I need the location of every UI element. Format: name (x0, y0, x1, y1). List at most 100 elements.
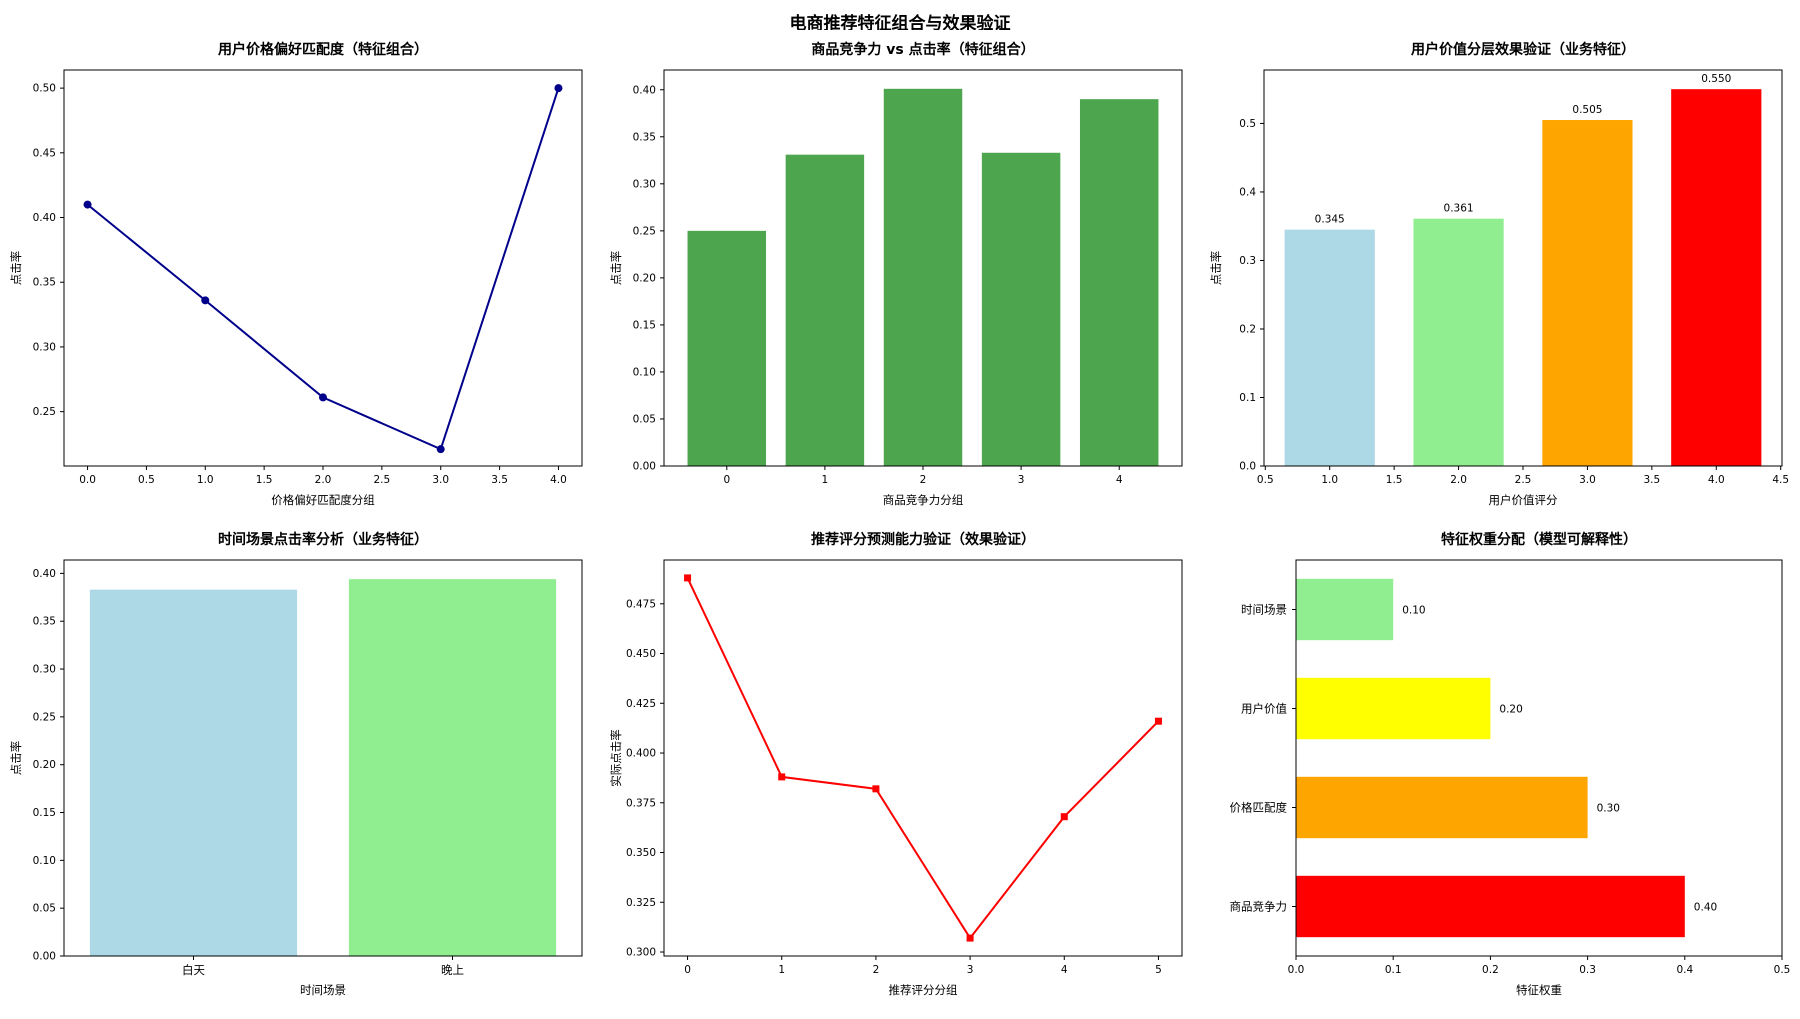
subplot-title: 推荐评分预测能力验证（效果验证） (811, 531, 1035, 548)
x-axis-label: 价格偏好匹配度分组 (271, 493, 375, 507)
x-tick-label-4: 4 (1061, 964, 1068, 976)
chart-feature-weights-bar-label-1: 0.20 (1499, 704, 1522, 716)
chart-rating-prediction-marker-4 (1060, 813, 1068, 821)
y-tick-label-3: 0.40 (33, 212, 56, 224)
y-axis-label: 点击率 (9, 251, 23, 286)
chart-feature-weights-bar-3 (1296, 875, 1685, 938)
x-tick-label-2: 1.0 (197, 474, 214, 486)
chart-user-value-bar-label-2: 0.505 (1572, 104, 1602, 116)
y-axis-label: 点击率 (9, 741, 23, 776)
y-tick-label-5: 0.5 (1239, 118, 1256, 130)
chart-price-preference-marker-2 (319, 393, 327, 402)
subplot-title: 用户价值分层效果验证（业务特征） (1411, 41, 1635, 58)
chart-user-value-bar-0 (1284, 229, 1375, 466)
subplot-feature-weights: 时间场景 0.10 用户价值 0.20 价格匹配度 0.30 商品竞争力 0.40 0.0 0.1… (1200, 520, 1800, 1010)
chart-price-preference: 0.0 0.5 1.0 1.5 2.0 2.5 3.0 3.5 4.0 0.25 0.30 0.35 0… (9, 41, 583, 507)
y-tick-label-7: 0.35 (633, 131, 656, 143)
y-tick-label-5: 0.50 (33, 83, 56, 95)
y-tick-label-6: 0.450 (626, 648, 656, 660)
chart-competitiveness: 0 1 2 3 4 0.00 0.05 0.10 0.15 0.20 0.25 0.30 0.35 0.4… (609, 41, 1183, 507)
chart-feature-weights-bar-label-0: 0.10 (1402, 605, 1425, 617)
chart-price-preference-marker-0 (83, 200, 92, 209)
chart-rating-prediction-marker-3 (966, 934, 974, 942)
x-axis-label: 推荐评分分组 (889, 983, 958, 997)
chart-user-value-bar-2 (1542, 120, 1633, 466)
x-tick-label-0: 0.0 (79, 474, 96, 486)
y-axis-label: 点击率 (609, 251, 623, 286)
chart-user-value-bar-3 (1671, 89, 1762, 467)
x-tick-label-2: 2 (920, 474, 927, 486)
x-axis-label: 商品竞争力分组 (883, 493, 964, 507)
y-tick-label-4: 0.20 (33, 759, 56, 771)
y-tick-label-0: 0.00 (633, 461, 656, 473)
chart-competitiveness-bar-4 (1079, 99, 1159, 466)
x-tick-label-0: 0 (684, 964, 691, 976)
x-tick-label-4: 4 (1116, 474, 1123, 486)
chart-feature-weights-category-label-3: 商品竞争力 (1230, 900, 1288, 914)
chart-price-preference-marker-1 (201, 296, 210, 305)
y-axis-label: 点击率 (1209, 251, 1223, 286)
subplot-time-scene: 白天 晚上 0.00 0.05 0.10 0.15 0.20 0.25 0.30 0.35 0.40… (0, 520, 600, 1010)
x-tick-label-8: 4.5 (1772, 474, 1789, 486)
chart-feature-weights: 时间场景 0.10 用户价值 0.20 价格匹配度 0.30 商品竞争力 0.40 0.0 0.1… (1230, 531, 1791, 997)
y-tick-label-3: 0.15 (633, 319, 656, 331)
y-tick-label-5: 0.25 (33, 711, 56, 723)
chart-grid: 0.0 0.5 1.0 1.5 2.0 2.5 3.0 3.5 4.0 0.25 0.30 0.35 0… (0, 30, 1800, 1010)
subplot-title: 商品竞争力 vs 点击率（特征组合） (811, 41, 1034, 58)
x-tick-label-6: 3.5 (1644, 474, 1661, 486)
y-tick-label-7: 0.35 (33, 616, 56, 628)
chart-rating-prediction-marker-0 (684, 574, 692, 582)
y-tick-label-3: 0.3 (1239, 255, 1256, 267)
chart-user-value-bar-1 (1413, 218, 1504, 466)
chart-user-value-bar-label-1: 0.361 (1444, 203, 1474, 215)
subplot-title: 时间场景点击率分析（业务特征） (218, 531, 428, 548)
x-tick-label-4: 2.5 (1515, 474, 1532, 486)
subplot-rating-prediction: 0 1 2 3 4 5 0.300 0.325 0.350 0.375 0.400 0.425 0.45… (600, 520, 1200, 1010)
y-tick-label-2: 0.10 (633, 366, 656, 378)
y-tick-label-8: 0.40 (33, 568, 56, 580)
subplot-user-value: 0.345 0.361 0.505 0.550 0.5 1.0 1.5 2.0 2.5 3.0 3.… (1200, 30, 1800, 520)
y-tick-label-4: 0.45 (33, 147, 56, 159)
x-tick-label-0: 0.0 (1288, 964, 1305, 976)
chart-competitiveness-bar-3 (981, 152, 1061, 466)
chart-price-preference-marker-3 (436, 445, 445, 454)
plot-border (1295, 559, 1783, 957)
x-tick-label-5: 5 (1155, 964, 1162, 976)
y-tick-label-2: 0.350 (626, 847, 656, 859)
x-tick-label-5: 0.5 (1774, 964, 1791, 976)
chart-feature-weights-bar-1 (1296, 677, 1491, 740)
y-tick-label-5: 0.25 (633, 225, 656, 237)
chart-time-scene-bar-1 (348, 579, 557, 956)
x-tick-label-7: 3.5 (491, 474, 508, 486)
y-axis-label: 实际点击率 (609, 729, 623, 787)
x-tick-label-1: 1 (822, 474, 829, 486)
plot-border (663, 559, 1183, 957)
chart-feature-weights-bar-label-3: 0.40 (1694, 902, 1717, 914)
y-tick-label-8: 0.40 (633, 84, 656, 96)
y-tick-label-1: 0.05 (33, 903, 56, 915)
x-category-label-0: 白天 (182, 963, 205, 977)
x-tick-label-2: 0.2 (1482, 964, 1499, 976)
y-tick-label-1: 0.325 (626, 897, 656, 909)
x-tick-label-8: 4.0 (550, 474, 567, 486)
chart-feature-weights-category-label-2: 价格匹配度 (1230, 801, 1288, 815)
y-tick-label-2: 0.35 (33, 277, 56, 289)
y-tick-label-0: 0.00 (33, 951, 56, 963)
y-tick-label-4: 0.20 (633, 272, 656, 284)
x-tick-label-2: 2 (873, 964, 880, 976)
chart-price-preference-marker-4 (554, 84, 563, 93)
subplot-title: 用户价格偏好匹配度（特征组合） (218, 41, 428, 58)
chart-feature-weights-category-label-1: 用户价值 (1241, 702, 1287, 716)
y-tick-label-2: 0.2 (1239, 323, 1256, 335)
y-tick-label-3: 0.375 (626, 797, 656, 809)
y-tick-label-0: 0.25 (33, 406, 56, 418)
x-tick-label-3: 3 (967, 964, 974, 976)
subplot-price-preference: 0.0 0.5 1.0 1.5 2.0 2.5 3.0 3.5 4.0 0.25 0.30 0.35 0… (0, 30, 600, 520)
y-tick-label-4: 0.4 (1239, 186, 1256, 198)
y-tick-label-1: 0.30 (33, 341, 56, 353)
y-tick-label-0: 0.0 (1239, 461, 1256, 473)
chart-feature-weights-category-label-0: 时间场景 (1241, 603, 1287, 617)
x-tick-label-3: 3 (1018, 474, 1025, 486)
chart-rating-prediction-marker-5 (1154, 717, 1162, 725)
y-tick-label-2: 0.10 (33, 855, 56, 867)
